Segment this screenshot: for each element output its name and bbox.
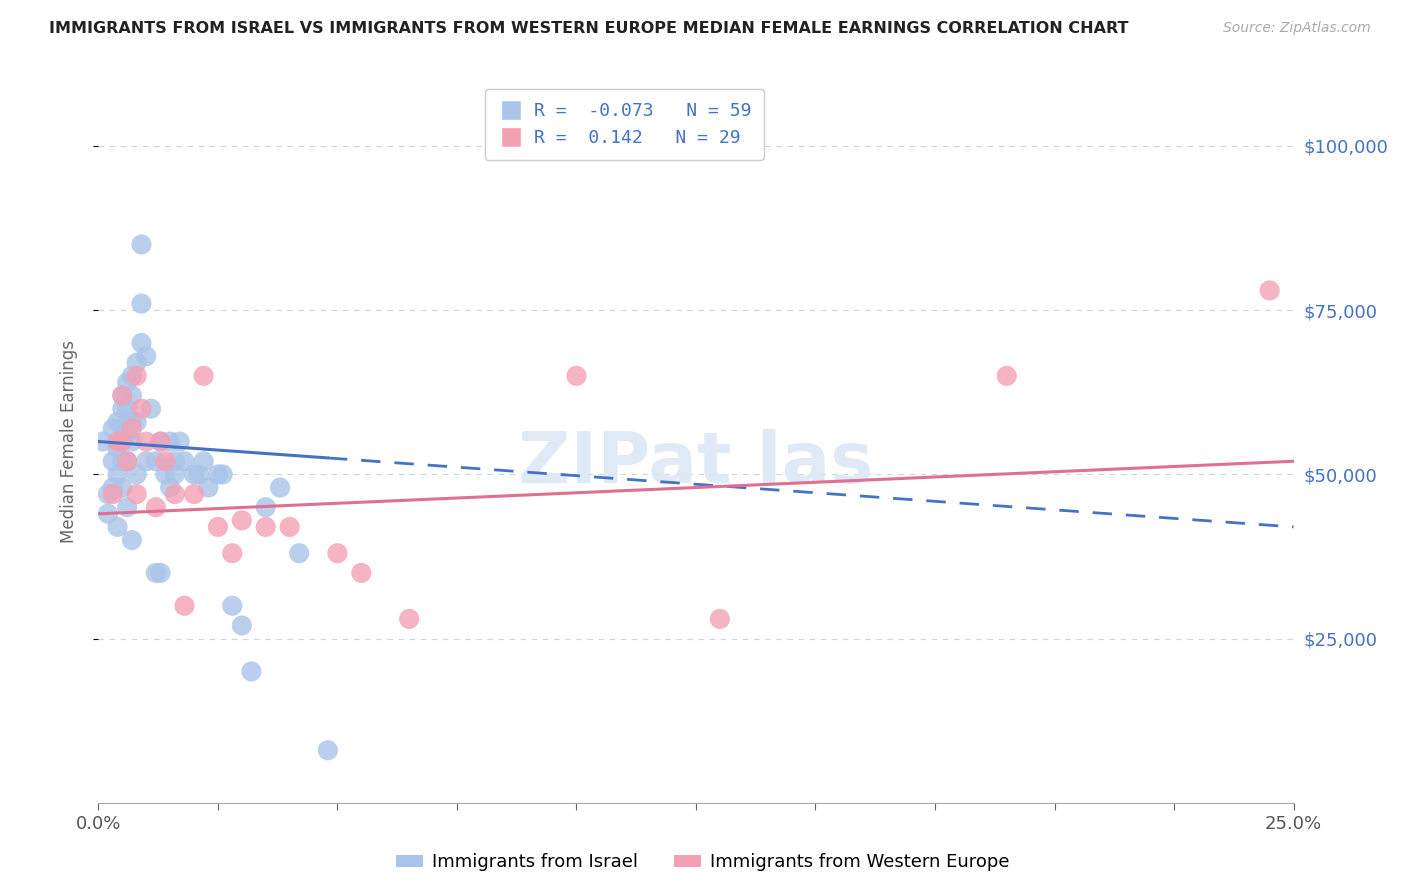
Point — [269, 481, 291, 495]
Point — [97, 507, 120, 521]
Point — [111, 421, 134, 435]
Point — [115, 376, 138, 390]
Point — [115, 500, 138, 515]
Point — [254, 520, 277, 534]
Point — [115, 428, 138, 442]
Point — [187, 467, 209, 482]
Point — [221, 546, 243, 560]
Point — [111, 388, 134, 402]
Point — [316, 743, 339, 757]
Y-axis label: Median Female Earnings: Median Female Earnings — [59, 340, 77, 543]
Point — [565, 368, 588, 383]
Point — [145, 500, 167, 515]
Point — [159, 434, 181, 449]
Point — [101, 454, 124, 468]
Point — [288, 546, 311, 560]
Point — [107, 415, 129, 429]
Point — [231, 513, 253, 527]
Point — [145, 454, 167, 468]
Point — [121, 368, 143, 383]
Point — [163, 487, 186, 501]
Point — [221, 599, 243, 613]
Point — [107, 434, 129, 449]
Point — [97, 487, 120, 501]
Point — [121, 421, 143, 435]
Point — [131, 296, 153, 310]
Point — [91, 434, 114, 449]
Point — [145, 566, 167, 580]
Point — [173, 599, 195, 613]
Point — [211, 467, 233, 482]
Point — [107, 520, 129, 534]
Point — [326, 546, 349, 560]
Point — [398, 612, 420, 626]
Point — [101, 481, 124, 495]
Point — [207, 520, 229, 534]
Legend: R =  -0.073   N = 59, R =  0.142   N = 29: R = -0.073 N = 59, R = 0.142 N = 29 — [485, 89, 763, 160]
Point — [125, 415, 148, 429]
Point — [115, 454, 138, 468]
Point — [125, 487, 148, 501]
Point — [125, 467, 148, 482]
Point — [139, 401, 162, 416]
Point — [1258, 284, 1281, 298]
Legend: Immigrants from Israel, Immigrants from Western Europe: Immigrants from Israel, Immigrants from … — [389, 847, 1017, 879]
Point — [111, 454, 134, 468]
Point — [131, 401, 153, 416]
Point — [135, 349, 157, 363]
Point — [183, 467, 205, 482]
Point — [995, 368, 1018, 383]
Point — [111, 388, 134, 402]
Point — [131, 336, 153, 351]
Point — [155, 454, 177, 468]
Point — [149, 434, 172, 449]
Point — [183, 487, 205, 501]
Point — [131, 237, 153, 252]
Point — [111, 434, 134, 449]
Point — [115, 454, 138, 468]
Point — [101, 421, 124, 435]
Point — [111, 481, 134, 495]
Text: IMMIGRANTS FROM ISRAEL VS IMMIGRANTS FROM WESTERN EUROPE MEDIAN FEMALE EARNINGS : IMMIGRANTS FROM ISRAEL VS IMMIGRANTS FRO… — [49, 21, 1129, 36]
Point — [121, 434, 143, 449]
Point — [125, 356, 148, 370]
Point — [125, 368, 148, 383]
Point — [121, 415, 143, 429]
Point — [107, 467, 129, 482]
Point — [121, 533, 143, 547]
Point — [193, 368, 215, 383]
Point — [135, 454, 157, 468]
Point — [278, 520, 301, 534]
Text: ZIPat las: ZIPat las — [519, 429, 873, 498]
Point — [107, 441, 129, 455]
Point — [197, 481, 219, 495]
Point — [169, 434, 191, 449]
Point — [101, 487, 124, 501]
Point — [163, 467, 186, 482]
Point — [149, 566, 172, 580]
Point — [207, 467, 229, 482]
Point — [173, 454, 195, 468]
Text: Source: ZipAtlas.com: Source: ZipAtlas.com — [1223, 21, 1371, 35]
Point — [159, 481, 181, 495]
Point — [709, 612, 731, 626]
Point — [111, 434, 134, 449]
Point — [193, 454, 215, 468]
Point — [155, 467, 177, 482]
Point — [115, 401, 138, 416]
Point — [163, 454, 186, 468]
Point — [111, 401, 134, 416]
Point — [231, 618, 253, 632]
Point — [350, 566, 373, 580]
Point — [240, 665, 263, 679]
Point — [149, 434, 172, 449]
Point — [121, 388, 143, 402]
Point — [135, 434, 157, 449]
Point — [254, 500, 277, 515]
